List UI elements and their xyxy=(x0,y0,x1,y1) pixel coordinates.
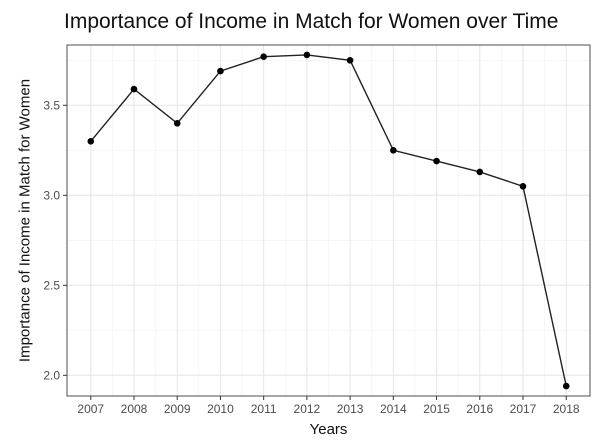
x-tick-label: 2010 xyxy=(207,402,234,416)
panel-border xyxy=(66,44,591,397)
series-line xyxy=(90,54,567,387)
y-axis-title: Importance of Income in Match for Women xyxy=(16,79,33,362)
data-point xyxy=(173,120,181,127)
chart-title: Importance of Income in Match for Women … xyxy=(64,10,559,33)
y-tick-label: 3.0 xyxy=(43,188,60,202)
y-tick-label: 3.5 xyxy=(43,98,60,112)
x-tick-label: 2015 xyxy=(423,402,450,416)
x-tick-label: 2007 xyxy=(77,402,104,416)
x-tick-label: 2008 xyxy=(121,402,148,416)
data-point xyxy=(390,147,397,154)
x-tick-label: 2016 xyxy=(466,402,493,416)
data-point xyxy=(260,53,267,60)
x-tick-label: 2011 xyxy=(251,402,277,416)
data-point xyxy=(519,183,527,190)
x-tick-label: 2013 xyxy=(337,402,364,416)
data-point xyxy=(346,57,354,64)
x-tick-label: 2018 xyxy=(553,402,580,416)
y-tick-label: 2.5 xyxy=(43,278,60,292)
data-point xyxy=(303,51,311,59)
data-point xyxy=(87,138,95,145)
data-point xyxy=(130,85,138,93)
x-axis-title: Years xyxy=(310,421,348,438)
x-tick-label: 2017 xyxy=(510,402,537,416)
grid xyxy=(67,45,590,396)
x-tick-label: 2014 xyxy=(380,402,407,416)
x-tick-label: 2009 xyxy=(164,402,191,416)
y-tick-label: 2.0 xyxy=(43,368,60,382)
data-point xyxy=(476,168,484,176)
data-point xyxy=(433,157,440,165)
data-points xyxy=(87,51,570,390)
data-point xyxy=(217,67,224,75)
x-tick-label: 2012 xyxy=(294,402,321,416)
data-point xyxy=(562,382,570,390)
axes: 2.0 2.5 3.0 3.5 2007 2008 2009 2010 2011 2012 2013… xyxy=(43,98,580,416)
